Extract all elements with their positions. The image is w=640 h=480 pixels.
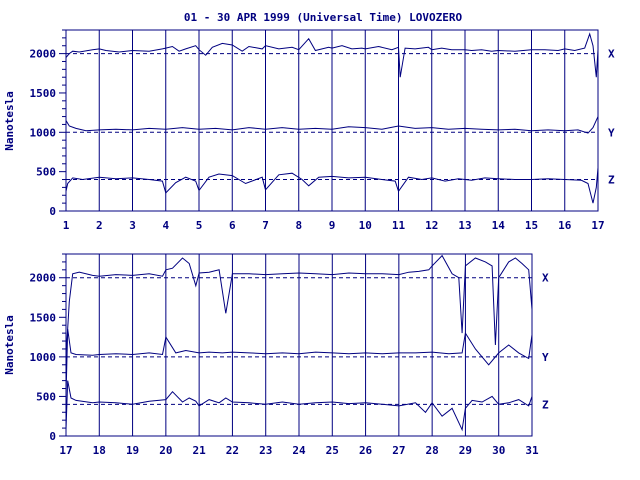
x-tick-label: 17	[591, 219, 604, 232]
x-tick-label: 21	[193, 444, 207, 457]
y-tick-label: 500	[36, 166, 56, 179]
x-tick-label: 5	[196, 219, 203, 232]
series-line-y	[65, 329, 533, 397]
x-tick-label: 9	[329, 219, 336, 232]
series-label-z: Z	[542, 398, 549, 411]
x-tick-label: 6	[229, 219, 236, 232]
x-tick-label: 7	[262, 219, 269, 232]
x-tick-label: 19	[126, 444, 139, 457]
x-tick-label: 14	[492, 219, 506, 232]
y-tick-label: 500	[36, 390, 56, 403]
x-tick-label: 17	[59, 444, 72, 457]
series-line-y	[65, 116, 599, 134]
y-tick-label: 2000	[30, 48, 57, 61]
y-tick-label: 1500	[30, 87, 57, 100]
y-tick-label: 1500	[30, 311, 57, 324]
x-tick-label: 4	[162, 219, 169, 232]
series-line-z	[65, 167, 599, 204]
panel-top: 1 2 3 4 5 6 7 8 9 10 11 12 13 14 15 16 17050010001500200…	[3, 29, 615, 232]
x-tick-label: 15	[525, 219, 538, 232]
x-tick-label: 27	[392, 444, 405, 457]
y-tick-label: 2000	[30, 272, 57, 285]
chart-title: 01 - 30 APR 1999 (Universal Time) LOVOZE…	[184, 11, 463, 24]
x-tick-label: 2	[96, 219, 103, 232]
x-tick-label: 8	[295, 219, 302, 232]
x-tick-label: 20	[159, 444, 172, 457]
series-line-x	[65, 254, 533, 357]
x-tick-label: 30	[492, 444, 505, 457]
y-axis-label: Nanotesla	[3, 315, 16, 375]
y-tick-label: 0	[49, 430, 56, 443]
x-tick-label: 11	[392, 219, 406, 232]
series-line-z	[65, 380, 533, 432]
x-tick-label: 12	[425, 219, 438, 232]
x-tick-label: 3	[129, 219, 136, 232]
series-line-x	[65, 32, 599, 78]
x-tick-label: 23	[259, 444, 272, 457]
series-label-y: Y	[542, 351, 549, 364]
x-tick-label: 16	[558, 219, 572, 232]
x-tick-label: 18	[93, 444, 106, 457]
x-tick-label: 28	[426, 444, 439, 457]
x-tick-label: 24	[292, 444, 306, 457]
series-label-y: Y	[608, 126, 615, 139]
series-label-x: X	[608, 48, 615, 61]
x-tick-label: 29	[459, 444, 472, 457]
x-tick-label: 25	[326, 444, 339, 457]
x-tick-label: 10	[359, 219, 372, 232]
y-tick-label: 0	[49, 205, 56, 218]
y-tick-label: 1000	[30, 351, 57, 364]
x-tick-label: 26	[359, 444, 373, 457]
panel-bottom: 17 18 19 20 21 22 23 24 25 26 27 28 29 30 31 0 500 1000 15…	[3, 253, 549, 457]
y-tick-label: 1000	[30, 126, 57, 139]
x-tick-label: 13	[458, 219, 471, 232]
series-label-z: Z	[608, 174, 615, 187]
series-label-x: X	[542, 272, 549, 285]
x-tick-label: 22	[226, 444, 239, 457]
y-axis-label: Nanotesla	[3, 91, 16, 151]
x-tick-label: 1	[63, 219, 70, 232]
x-tick-label: 31	[525, 444, 539, 457]
